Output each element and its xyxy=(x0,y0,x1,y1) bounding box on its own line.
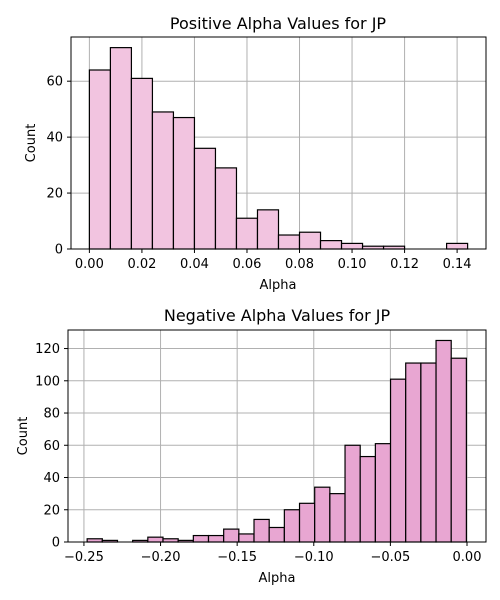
histogram-bar xyxy=(298,502,316,543)
histogram-bar xyxy=(151,111,175,250)
y-axis-label: Count xyxy=(16,417,31,456)
histogram-bar xyxy=(193,147,217,250)
x-axis-ticks: 0.00 0.02 0.04 0.06 0.08 0.10 0.12 0.14 xyxy=(75,249,472,272)
x-tick-label: 0.12 xyxy=(390,257,419,272)
histogram-bar xyxy=(435,339,452,543)
histogram-bar xyxy=(283,509,301,543)
histogram-bar xyxy=(256,209,280,250)
histogram-bar xyxy=(277,234,301,250)
x-tick-label: 0.00 xyxy=(453,550,482,565)
histogram-bar xyxy=(446,242,469,250)
histogram-bar xyxy=(109,47,133,250)
x-tick-label: 0.14 xyxy=(443,257,472,272)
histogram-bar xyxy=(389,378,407,543)
histogram-bar xyxy=(359,455,376,543)
histogram-bar xyxy=(374,443,392,543)
histogram-bar xyxy=(268,526,285,543)
chart-title: Positive Alpha Values for JP xyxy=(170,14,387,33)
y-tick-label: 40 xyxy=(46,131,63,146)
y-tick-label: 0 xyxy=(52,536,60,551)
histogram-bar xyxy=(344,444,361,543)
histogram-bar xyxy=(329,493,346,543)
histogram-bar xyxy=(172,116,196,250)
y-tick-label: 80 xyxy=(43,407,60,422)
histogram-bar xyxy=(405,362,422,543)
y-axis-label: Count xyxy=(24,124,39,163)
y-tick-label: 60 xyxy=(46,75,63,90)
x-axis-ticks: −0.25 −0.20 −0.15 −0.10 −0.05 0.00 xyxy=(64,542,481,565)
histogram-bar xyxy=(319,240,343,250)
histogram-bar xyxy=(450,357,467,543)
histogram-negative-alpha: Negative Alpha Values for JP −0.25 −0.20−… xyxy=(16,306,487,586)
y-axis-ticks: 0 20 40 60 xyxy=(46,75,71,258)
x-tick-label: −0.25 xyxy=(64,550,104,565)
x-tick-label: 0.10 xyxy=(338,257,367,272)
histogram-positive-alpha: Positive Alpha Values for JP 0.00 0.02 0.0… xyxy=(24,14,487,293)
y-tick-label: 0 xyxy=(55,243,63,258)
y-tick-label: 60 xyxy=(43,439,60,454)
histogram-bar xyxy=(314,486,331,543)
y-tick-label: 120 xyxy=(35,342,60,357)
histogram-bar xyxy=(253,518,270,543)
x-axis-label: Alpha xyxy=(260,278,297,293)
histogram-bar xyxy=(192,534,210,543)
histogram-bar xyxy=(88,69,111,250)
x-tick-label: 0.06 xyxy=(233,257,262,272)
histogram-bar xyxy=(147,536,164,543)
histogram-bar xyxy=(130,77,154,250)
x-tick-label: −0.15 xyxy=(217,550,257,565)
x-tick-label: 0.08 xyxy=(285,257,314,272)
histogram-bar xyxy=(420,362,437,543)
histogram-bar xyxy=(214,167,238,250)
plot-frame xyxy=(70,36,487,250)
histogram-bar xyxy=(223,528,240,543)
y-tick-label: 20 xyxy=(46,187,63,202)
plot-frame xyxy=(67,329,487,543)
y-tick-label: 20 xyxy=(43,503,60,518)
histogram-bar xyxy=(298,231,322,250)
chart-title: Negative Alpha Values for JP xyxy=(164,306,391,325)
histogram-bar xyxy=(238,533,255,543)
x-tick-label: −0.05 xyxy=(370,550,410,565)
x-tick-label: −0.20 xyxy=(141,550,181,565)
histogram-bar xyxy=(340,242,364,250)
x-tick-label: 0.04 xyxy=(180,257,209,272)
x-tick-label: 0.00 xyxy=(75,257,104,272)
x-axis-label: Alpha xyxy=(259,571,296,586)
histogram-bar xyxy=(207,534,225,543)
y-tick-label: 40 xyxy=(43,471,60,486)
x-tick-label: −0.10 xyxy=(294,550,334,565)
y-tick-label: 100 xyxy=(35,374,60,389)
y-axis-ticks: 0 20 40 60 80 100 120 xyxy=(35,342,68,551)
bars xyxy=(86,339,467,543)
x-tick-label: 0.02 xyxy=(127,257,156,272)
histogram-bar xyxy=(235,217,259,250)
bars xyxy=(88,47,469,250)
